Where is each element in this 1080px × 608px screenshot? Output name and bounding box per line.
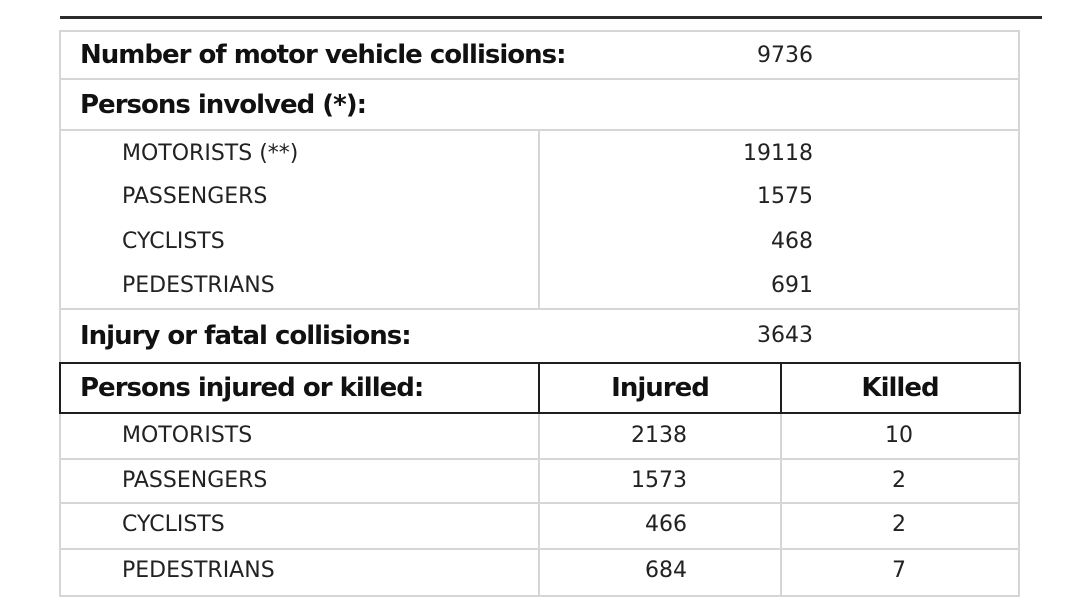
casualty-killed-passengers: 2 (892, 468, 906, 493)
casualty-label-motorists: MOTORISTS (122, 423, 253, 448)
casualty-killed-pedestrians: 7 (892, 558, 906, 583)
casualty-label-cyclists: CYCLISTS (122, 512, 225, 537)
involved-label-motorists: MOTORISTS (**) (122, 141, 299, 166)
casualty-injured-cyclists: 466 (645, 512, 687, 537)
involved-value-passengers: 1575 (757, 184, 813, 209)
column-divider (780, 414, 782, 597)
involved-label-pedestrians: PEDESTRIANS (122, 273, 275, 298)
involved-label-cyclists: CYCLISTS (122, 229, 225, 254)
header-divider (780, 362, 782, 414)
casualty-injured-passengers: 1573 (631, 468, 687, 493)
header-divider (538, 362, 540, 414)
top-rule (60, 16, 1042, 19)
row-divider (59, 78, 1020, 80)
involved-value-cyclists: 468 (771, 229, 813, 254)
killed-column-header: Killed (861, 373, 939, 403)
row-divider (59, 308, 1020, 310)
casualties-header (59, 362, 1021, 414)
persons-involved-label: Persons involved (*): (80, 90, 367, 120)
collisions-value: 9736 (757, 43, 813, 68)
casualty-killed-motorists: 10 (885, 423, 913, 448)
involved-value-motorists: 19118 (743, 141, 813, 166)
casualty-label-pedestrians: PEDESTRIANS (122, 558, 275, 583)
collisions-label: Number of motor vehicle collisions: (80, 40, 566, 70)
injured-column-header: Injured (611, 373, 710, 403)
involved-value-pedestrians: 691 (771, 273, 813, 298)
injury-fatal-label: Injury or fatal collisions: (80, 321, 412, 351)
column-divider (538, 414, 540, 597)
casualties-header-label: Persons injured or killed: (80, 373, 424, 403)
casualty-injured-motorists: 2138 (631, 423, 687, 448)
involved-label-passengers: PASSENGERS (122, 184, 268, 209)
casualty-injured-pedestrians: 684 (645, 558, 687, 583)
injury-fatal-value: 3643 (757, 323, 813, 348)
casualty-label-passengers: PASSENGERS (122, 468, 268, 493)
casualty-killed-cyclists: 2 (892, 512, 906, 537)
column-divider (538, 129, 540, 309)
